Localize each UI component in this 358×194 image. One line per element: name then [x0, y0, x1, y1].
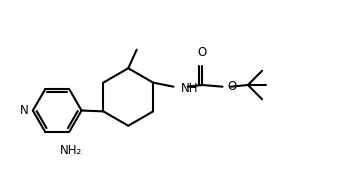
Text: O: O [198, 46, 207, 59]
Text: NH: NH [181, 82, 198, 95]
Text: NH₂: NH₂ [60, 145, 82, 158]
Text: N: N [20, 104, 29, 117]
Text: O: O [227, 80, 236, 93]
